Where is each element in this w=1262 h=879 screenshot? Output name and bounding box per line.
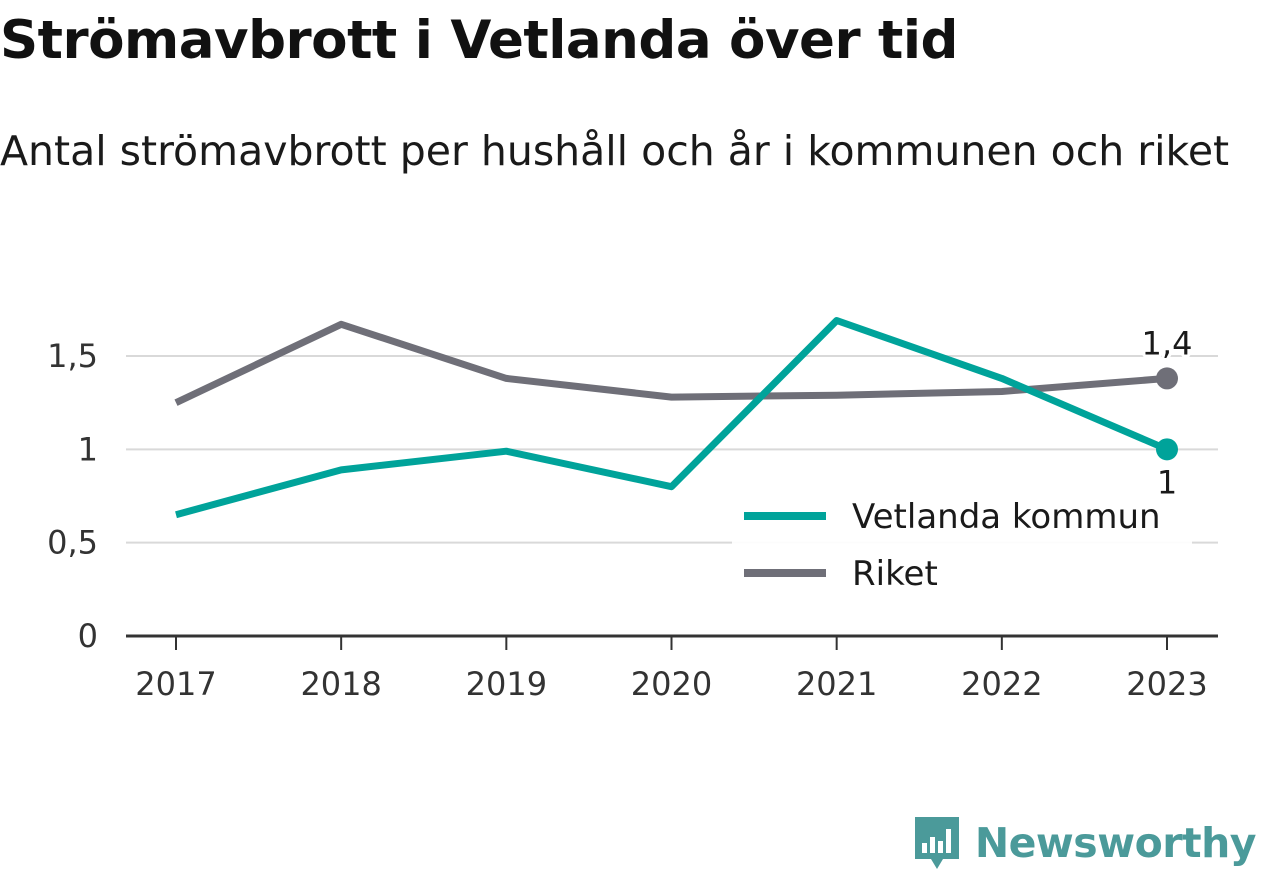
y-tick-label: 0,5 <box>47 524 98 562</box>
y-tick-label: 1 <box>78 430 98 468</box>
legend-background <box>732 490 1192 602</box>
y-axis-ticks: 0 0,5 1 1,5 <box>47 337 98 655</box>
bar-chart-speech-bubble-icon <box>914 817 959 869</box>
legend-entry-label: Riket <box>852 554 938 594</box>
x-tick-label: 2018 <box>300 665 381 703</box>
series-end-value-label: 1 <box>1157 463 1177 501</box>
chart-title: Strömavbrott i Vetlanda över tid <box>0 10 958 71</box>
y-tick-label: 1,5 <box>47 337 98 375</box>
series-end-point <box>1156 367 1178 390</box>
x-tick-label: 2019 <box>466 665 547 703</box>
x-tick-label: 2022 <box>961 665 1042 703</box>
series-lines <box>174 317 1178 519</box>
legend: Vetlanda kommun Riket <box>732 490 1192 602</box>
y-tick-label: 0 <box>78 617 98 655</box>
brand-logo: Newsworthy <box>913 813 1257 873</box>
legend-entry-label: Vetlanda kommun <box>852 497 1161 537</box>
line-chart: 0 0,5 1 1,5 2017 2018 2019 2020 2021 2022 2023 Ve… <box>47 317 1218 703</box>
x-tick-label: 2023 <box>1126 665 1207 703</box>
x-tick-label: 2021 <box>796 665 877 703</box>
series-line <box>174 320 1168 406</box>
x-tick-label: 2017 <box>135 665 216 703</box>
chart-subtitle: Antal strömavbrott per hushåll och år i … <box>0 127 1230 175</box>
x-axis: 2017 2018 2019 2020 2021 2022 2023 <box>126 634 1218 703</box>
x-tick-label: 2020 <box>631 665 712 703</box>
brand-name: Newsworthy <box>974 819 1257 867</box>
end-labels: 11,4 <box>1139 321 1196 504</box>
series-line <box>175 317 1169 519</box>
series-end-value-label: 1,4 <box>1142 324 1193 362</box>
series-end-point <box>1156 438 1178 461</box>
